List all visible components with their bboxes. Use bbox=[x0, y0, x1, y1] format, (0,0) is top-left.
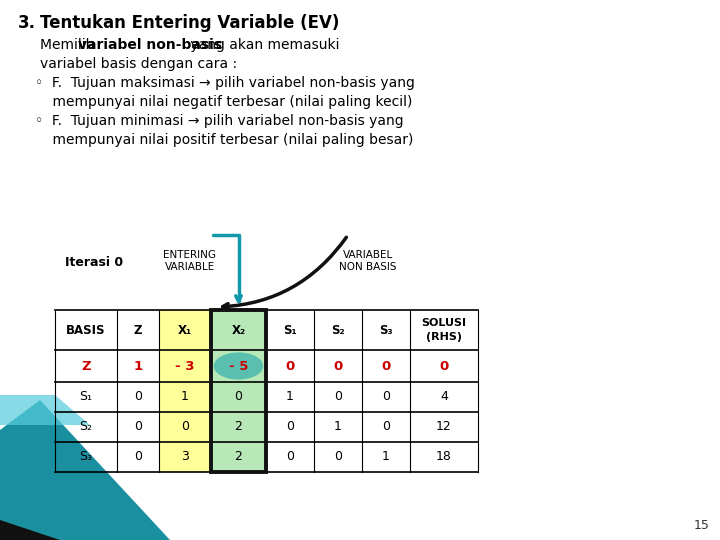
Polygon shape bbox=[0, 400, 170, 540]
Text: Tentukan Entering Variable (EV): Tentukan Entering Variable (EV) bbox=[40, 14, 339, 32]
Text: 4: 4 bbox=[440, 390, 448, 403]
Text: S₁: S₁ bbox=[283, 323, 297, 336]
Text: yang akan memasuki: yang akan memasuki bbox=[186, 38, 340, 52]
Text: S₂: S₂ bbox=[331, 323, 345, 336]
Text: VARIABEL
NON BASIS: VARIABEL NON BASIS bbox=[339, 250, 397, 272]
Text: Z: Z bbox=[134, 323, 143, 336]
Text: 0: 0 bbox=[334, 450, 342, 463]
Text: 15: 15 bbox=[694, 519, 710, 532]
Text: 1: 1 bbox=[181, 390, 189, 403]
Text: 0: 0 bbox=[286, 421, 294, 434]
Text: X₁: X₁ bbox=[178, 323, 192, 336]
Bar bbox=[159, 350, 211, 382]
Text: mempunyai nilai positif terbesar (nilai paling besar): mempunyai nilai positif terbesar (nilai … bbox=[35, 133, 413, 147]
Text: 18: 18 bbox=[436, 450, 452, 463]
Text: ◦  F.  Tujuan minimasi → pilih variabel non-basis yang: ◦ F. Tujuan minimasi → pilih variabel no… bbox=[35, 114, 404, 128]
Text: 0: 0 bbox=[382, 390, 390, 403]
Text: (RHS): (RHS) bbox=[426, 332, 462, 342]
Bar bbox=[211, 412, 266, 442]
Text: 0: 0 bbox=[286, 450, 294, 463]
Text: - 3: - 3 bbox=[175, 360, 194, 373]
Text: SOLUSI: SOLUSI bbox=[421, 318, 467, 328]
Text: 2: 2 bbox=[235, 421, 243, 434]
Text: variabel non-basis: variabel non-basis bbox=[78, 38, 222, 52]
Text: mempunyai nilai negatif terbesar (nilai paling kecil): mempunyai nilai negatif terbesar (nilai … bbox=[35, 95, 413, 109]
Text: 0: 0 bbox=[382, 421, 390, 434]
Text: 0: 0 bbox=[134, 390, 142, 403]
Text: 0: 0 bbox=[334, 390, 342, 403]
Text: 0: 0 bbox=[333, 360, 343, 373]
Bar bbox=[159, 442, 211, 472]
Bar bbox=[211, 350, 266, 382]
Text: 12: 12 bbox=[436, 421, 452, 434]
Text: BASIS: BASIS bbox=[66, 323, 106, 336]
Polygon shape bbox=[0, 395, 90, 425]
Text: 1: 1 bbox=[133, 360, 143, 373]
Text: Z: Z bbox=[81, 360, 91, 373]
Text: 0: 0 bbox=[134, 450, 142, 463]
Text: 0: 0 bbox=[181, 421, 189, 434]
Text: S₃: S₃ bbox=[79, 450, 92, 463]
Text: X₂: X₂ bbox=[231, 323, 246, 336]
Text: 2: 2 bbox=[235, 450, 243, 463]
Text: ENTERING
VARIABLE: ENTERING VARIABLE bbox=[163, 250, 217, 272]
Text: variabel basis dengan cara :: variabel basis dengan cara : bbox=[40, 57, 237, 71]
Text: 0: 0 bbox=[134, 421, 142, 434]
Text: 1: 1 bbox=[382, 450, 390, 463]
Ellipse shape bbox=[214, 353, 264, 380]
Polygon shape bbox=[0, 520, 60, 540]
Text: 3: 3 bbox=[181, 450, 189, 463]
Text: Iterasi 0: Iterasi 0 bbox=[65, 255, 123, 268]
Text: 0: 0 bbox=[285, 360, 294, 373]
Bar bbox=[159, 382, 211, 412]
Text: ◦  F.  Tujuan maksimasi → pilih variabel non-basis yang: ◦ F. Tujuan maksimasi → pilih variabel n… bbox=[35, 76, 415, 90]
Text: S₃: S₃ bbox=[379, 323, 393, 336]
Text: 1: 1 bbox=[334, 421, 342, 434]
Text: S₂: S₂ bbox=[79, 421, 92, 434]
Bar bbox=[211, 442, 266, 472]
Text: 1: 1 bbox=[286, 390, 294, 403]
Text: 3.: 3. bbox=[18, 14, 36, 32]
Bar bbox=[211, 382, 266, 412]
Text: 0: 0 bbox=[235, 390, 243, 403]
Text: 0: 0 bbox=[439, 360, 449, 373]
Bar bbox=[211, 310, 266, 472]
Bar bbox=[159, 412, 211, 442]
Bar bbox=[159, 310, 211, 350]
Text: - 5: - 5 bbox=[229, 360, 248, 373]
Text: 0: 0 bbox=[382, 360, 391, 373]
Text: S₁: S₁ bbox=[79, 390, 92, 403]
Bar bbox=[211, 310, 266, 350]
Text: Memilih: Memilih bbox=[40, 38, 99, 52]
